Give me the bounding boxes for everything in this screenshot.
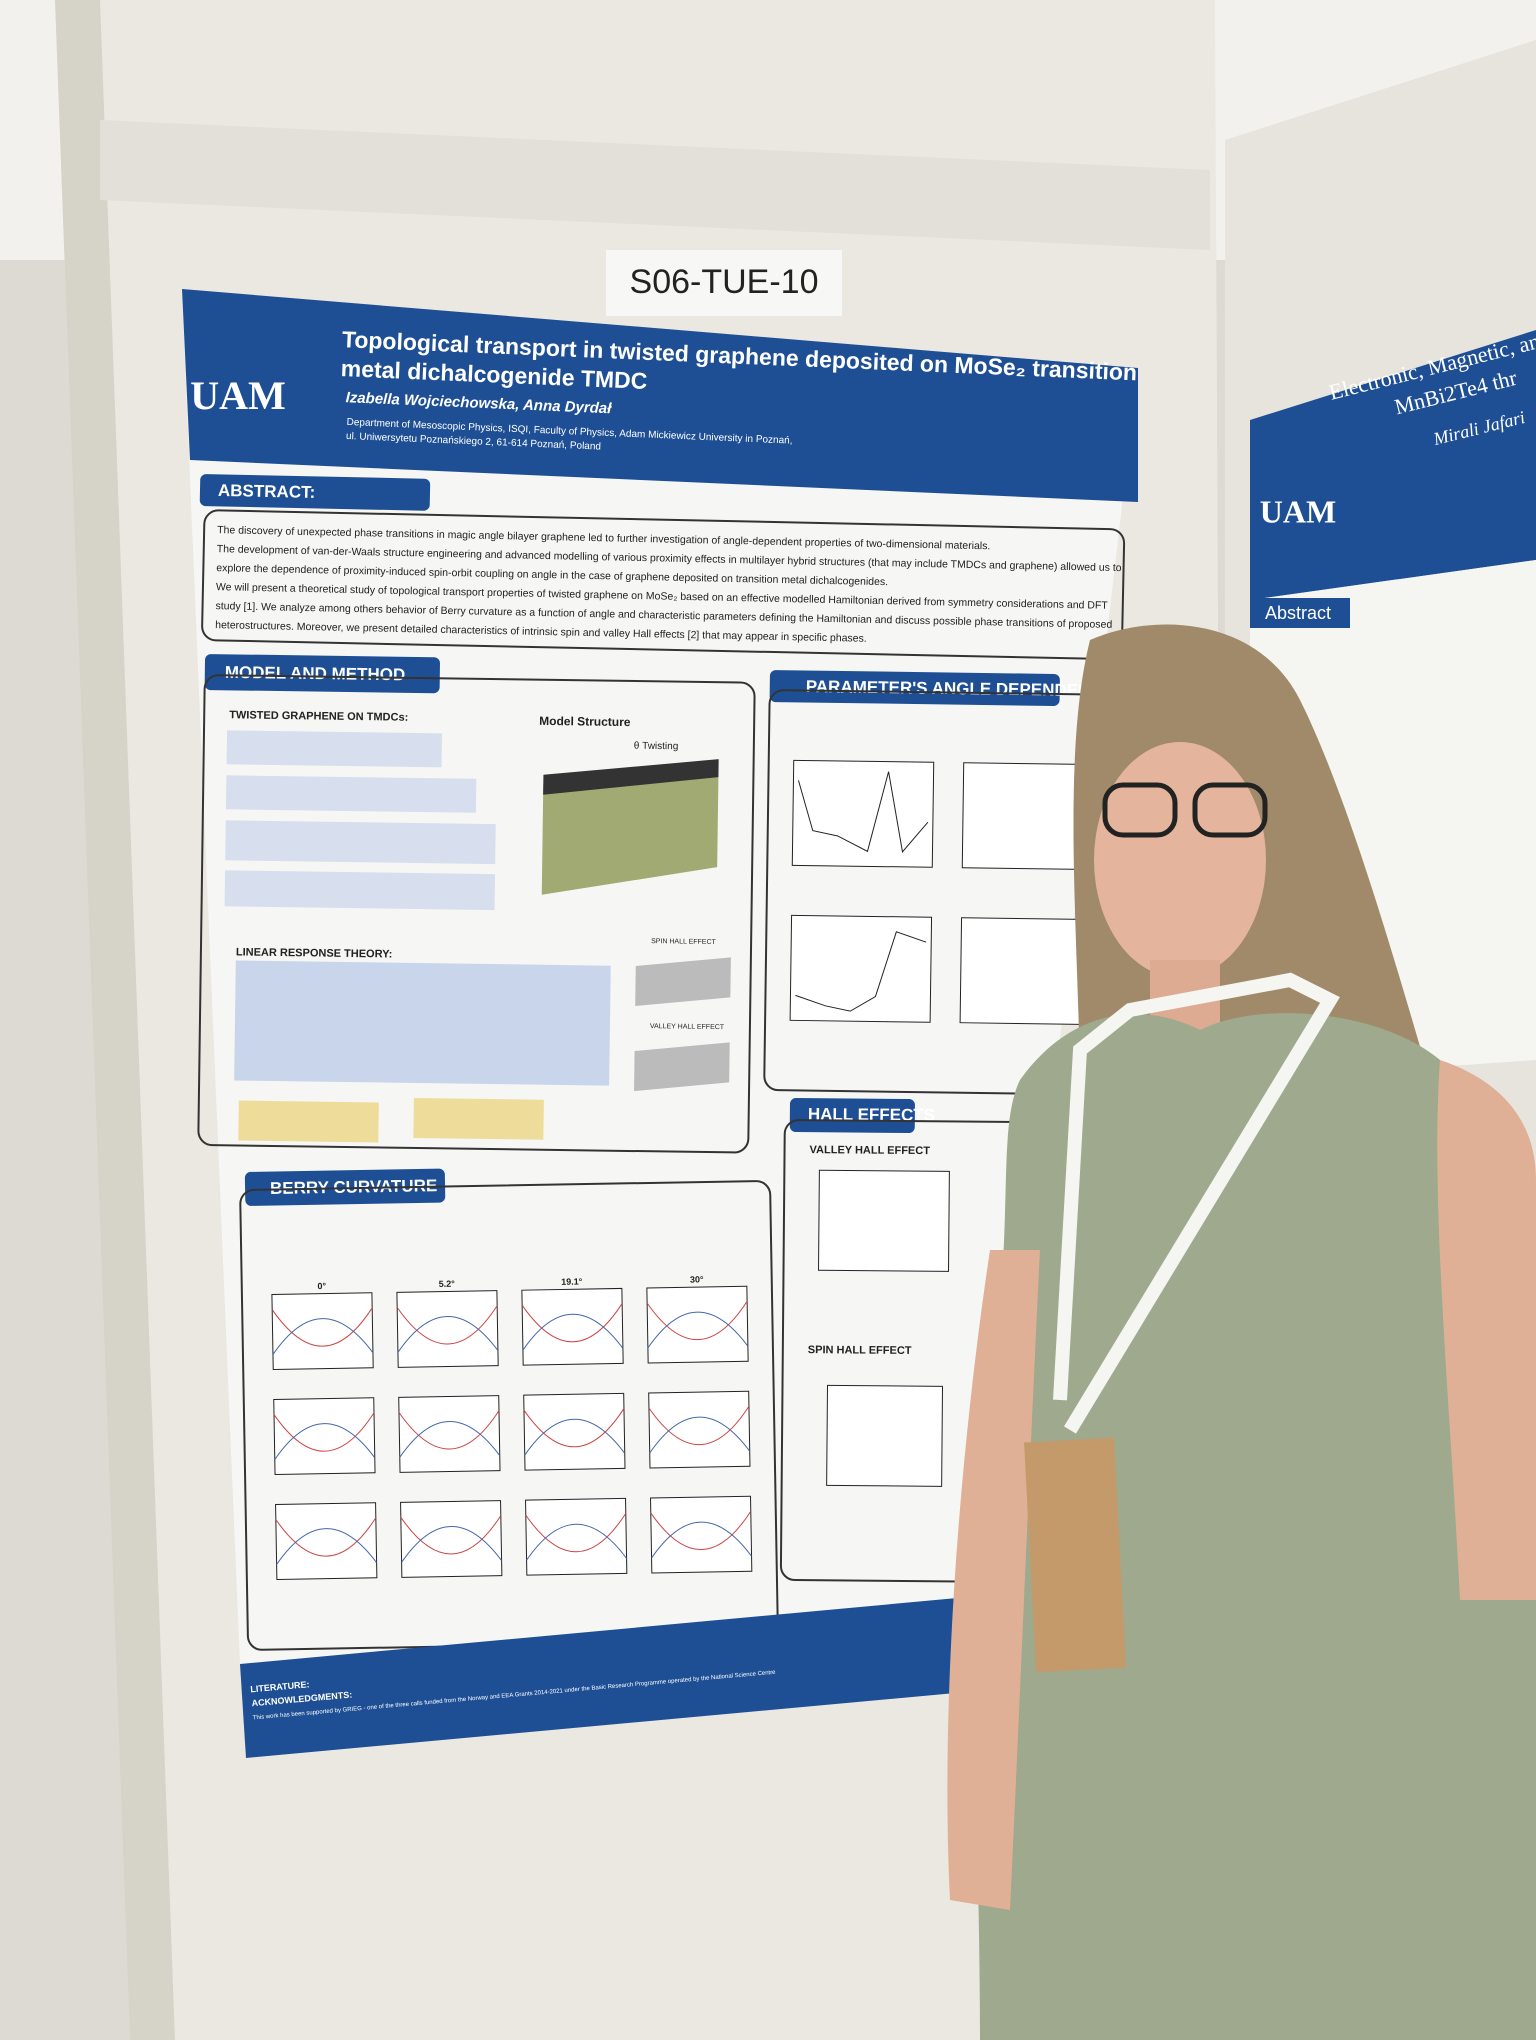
right-section-heading: Abstract: [1265, 603, 1331, 623]
berry-plot: [396, 1290, 499, 1368]
subheading: LINEAR RESPONSE THEORY:: [236, 946, 393, 960]
subheading: SPIN HALL EFFECT: [808, 1344, 912, 1357]
berry-plot: [646, 1285, 749, 1364]
berry-curve: [646, 1300, 748, 1340]
berry-plot: [398, 1395, 501, 1473]
berry-curve: [521, 1303, 623, 1343]
berry-plot: [275, 1502, 378, 1581]
equation: [224, 870, 496, 911]
berry-curve: [523, 1408, 625, 1448]
equation: [234, 960, 611, 1086]
berry-curve: [522, 1313, 624, 1351]
illustration: [635, 957, 731, 1007]
board-frame: [55, 0, 175, 2040]
plot: [789, 914, 933, 1023]
panel: [197, 674, 756, 1154]
berry-curve: [271, 1307, 373, 1347]
berry-curve: [272, 1318, 374, 1355]
right-logo: UAM: [1260, 493, 1336, 529]
badge: [1024, 1437, 1126, 1673]
berry-plot: [521, 1287, 624, 1366]
dress: [975, 1013, 1536, 2040]
berry-curve: [276, 1528, 378, 1565]
poster-header: [182, 289, 1138, 502]
berry-plot: [523, 1392, 626, 1471]
arm: [1437, 1060, 1536, 1600]
section-heading: BERRY CURVATURE: [270, 1176, 437, 1198]
label: θ Twisting: [634, 741, 679, 753]
berry-plot: [271, 1292, 374, 1371]
berry-curve: [649, 1416, 751, 1454]
label-card: [606, 250, 842, 316]
berry-plot: [400, 1500, 503, 1578]
plot: [826, 1384, 944, 1487]
berry-curve: [274, 1423, 376, 1460]
plot-line: [795, 931, 927, 1012]
berry-plot: [650, 1495, 753, 1574]
berry-curve: [398, 1410, 500, 1450]
berry-curve: [400, 1515, 502, 1555]
section-header: [204, 654, 440, 694]
berry-curve: [273, 1412, 375, 1452]
subheading: VALLEY HALL EFFECT: [810, 1144, 931, 1157]
logo: UAM: [190, 373, 286, 418]
illustration: [634, 1042, 730, 1092]
berry-curve: [650, 1510, 752, 1550]
equation: [226, 730, 442, 768]
arm: [947, 1250, 1040, 1910]
plot: [959, 917, 1083, 1025]
poster-footer: [240, 1595, 990, 1758]
board-label: S06-TUE-10: [630, 263, 819, 301]
label: SPIN HALL EFFECT: [651, 938, 717, 946]
angle-label: 19.1°: [561, 1276, 583, 1286]
board-rail: [100, 120, 1210, 250]
equation: [238, 1100, 379, 1143]
section-heading: MODEL AND METHOD: [225, 663, 406, 685]
glasses: [1102, 782, 1178, 838]
berry-curve: [651, 1521, 752, 1559]
right-section-header: [1250, 598, 1350, 628]
equation: [225, 775, 477, 813]
equation: [413, 1097, 544, 1140]
berry-curve: [397, 1316, 499, 1353]
berry-curve: [275, 1517, 377, 1557]
berry-curve: [525, 1513, 627, 1553]
berry-curve: [526, 1523, 627, 1561]
plot: [961, 762, 1085, 870]
section-header: [789, 1098, 915, 1134]
label: VALLEY HALL EFFECT: [650, 1023, 725, 1031]
face: [1094, 742, 1266, 978]
graphene-layer: [543, 759, 719, 795]
berry-curve: [647, 1311, 749, 1349]
berry-curve: [524, 1418, 626, 1456]
angle-label: 30°: [690, 1274, 704, 1284]
section-header: [769, 670, 1060, 706]
lanyard: [1053, 972, 1340, 1434]
berry-plot: [525, 1497, 628, 1576]
subheading: TWISTED GRAPHENE ON TMDCs:: [229, 709, 408, 723]
subheading: Model Structure: [539, 714, 631, 729]
glasses: [1192, 782, 1268, 838]
berry-curve: [396, 1305, 498, 1345]
right-poster-header: [1250, 330, 1536, 600]
berry-curve: [399, 1421, 501, 1458]
structure-illustration: [541, 767, 719, 895]
angle-label: 0°: [317, 1281, 326, 1291]
angle-label: 5.2°: [439, 1279, 456, 1289]
berry-plot: [648, 1390, 751, 1469]
abstract-box: [201, 509, 1126, 661]
section-header: [199, 474, 431, 511]
berry-curve: [401, 1526, 502, 1563]
berry-curve: [648, 1405, 750, 1445]
berry-plot: [273, 1397, 376, 1476]
plot-line: [797, 771, 929, 853]
plot: [791, 759, 935, 868]
section-heading: ABSTRACT:: [218, 481, 316, 502]
equation: [225, 820, 496, 865]
plot: [818, 1169, 950, 1272]
